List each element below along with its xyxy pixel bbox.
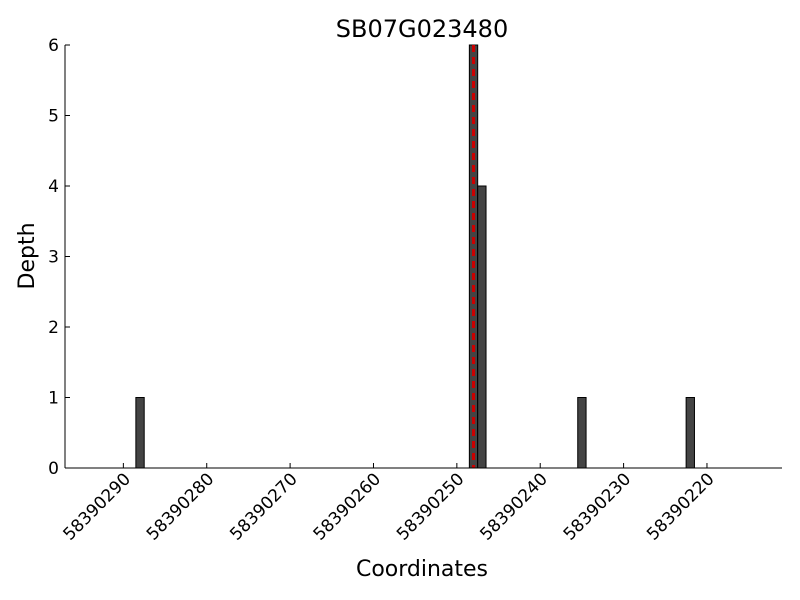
x-tick-label-1: 58390280 — [143, 469, 218, 544]
chart-title: SB07G023480 — [336, 15, 508, 43]
y-axis-label: Depth — [15, 222, 40, 289]
x-tick-label-5: 58390240 — [476, 469, 551, 544]
depth-bar-3 — [577, 397, 587, 469]
y-tick-label-2: 2 — [48, 318, 59, 338]
x-tick-label-3: 58390260 — [310, 469, 385, 544]
x-tick-label-4: 58390250 — [393, 469, 468, 544]
depth-bar-4 — [685, 397, 695, 469]
y-tick-label-1: 1 — [48, 389, 59, 409]
y-tick-label-6: 6 — [48, 36, 59, 56]
y-tick-label-3: 3 — [48, 248, 59, 268]
depth-bar-2 — [477, 185, 487, 469]
x-axis-label: Coordinates — [356, 557, 488, 582]
x-tick-label-6: 58390230 — [560, 469, 635, 544]
x-tick-label-2: 58390270 — [226, 469, 301, 544]
x-tick-label-7: 58390220 — [643, 469, 718, 544]
x-tick-label-0: 58390290 — [60, 469, 135, 544]
y-tick-label-4: 4 — [48, 177, 59, 197]
y-tick-label-0: 0 — [48, 459, 59, 479]
y-tick-label-5: 5 — [48, 107, 59, 127]
depth-bar-0 — [135, 397, 145, 469]
